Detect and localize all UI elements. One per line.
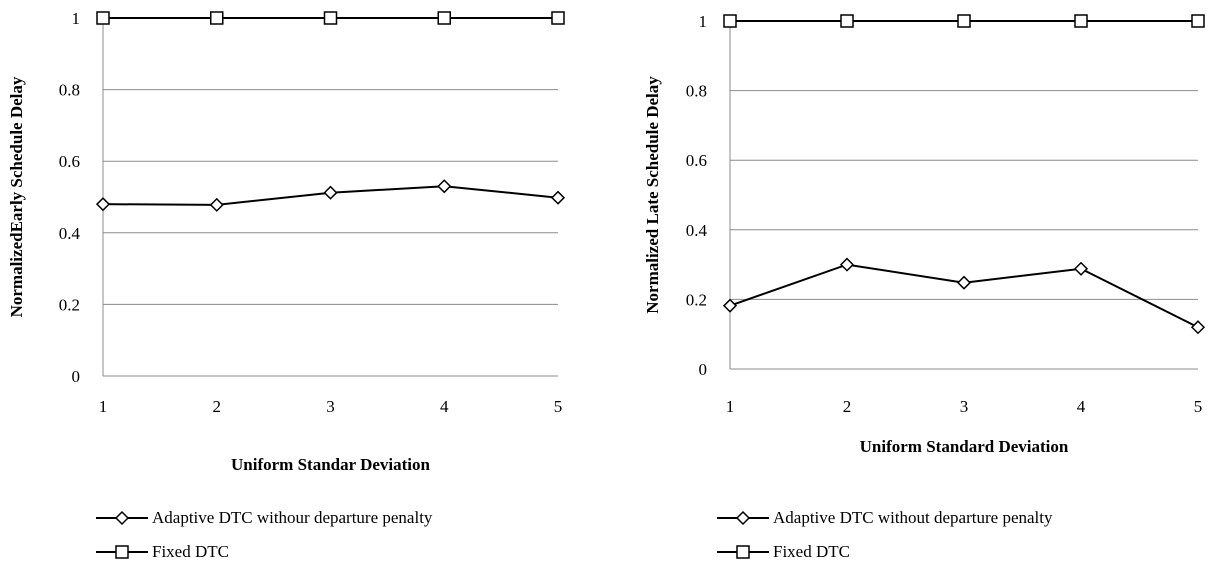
data-point-diamond (437, 179, 452, 194)
legend-item-fixed: Fixed DTC (715, 539, 850, 565)
series-line (729, 263, 1199, 329)
y-tick-label: 0.4 (59, 224, 81, 243)
legend-diamond-line-icon (717, 510, 769, 526)
y-tick-label: 0.8 (686, 82, 707, 101)
chart-late-schedule-delay: 0 0.2 0.4 0.6 0.8 1 1 2 3 4 5 Uniform Standard Devi… (643, 12, 1206, 456)
legend-item-fixed: Fixed DTC (94, 539, 229, 565)
y-tick-label: 0.6 (686, 151, 707, 170)
legend-item-adaptive: Adaptive DTC without departure penalty (715, 505, 1052, 531)
x-tick-label: 2 (213, 397, 222, 416)
legend-label: Adaptive DTC without departure penalty (773, 508, 1053, 527)
data-point-square (1074, 14, 1088, 28)
x-tick-label: 5 (554, 397, 563, 416)
data-point-square (840, 14, 854, 28)
legend-label: Adaptive DTC withour departure penalty (152, 508, 433, 527)
y-axis-title: NormalizedEarly Schedule Delay (7, 76, 26, 317)
data-point-diamond (95, 197, 111, 212)
data-point-square (551, 11, 565, 25)
data-point-diamond (209, 197, 224, 212)
data-point-square (323, 11, 338, 25)
legend-label: Fixed DTC (152, 542, 229, 561)
data-point-square (957, 14, 971, 28)
y-axis-title: Normalized Late Schedule Delay (643, 76, 662, 314)
legend-label: Fixed DTC (773, 542, 850, 561)
data-point-diamond (722, 298, 738, 313)
chart-early-schedule-delay: 0 0.2 0.4 0.6 0.8 1 1 2 3 4 5 Uniform Standar Devia… (7, 9, 566, 474)
chart-panel-left: 0 0.2 0.4 0.6 0.8 1 1 2 3 4 5 Uniform Standar Devia… (0, 0, 600, 572)
x-tick-label: 5 (1194, 397, 1203, 416)
y-tick-label: 0.4 (686, 221, 708, 240)
y-tick-label: 0.2 (686, 290, 707, 309)
chart-panel-right: 0 0.2 0.4 0.6 0.8 1 1 2 3 4 5 Uniform Standard Devi… (615, 0, 1215, 572)
y-tick-label: 1 (699, 12, 708, 31)
x-tick-label: 3 (960, 397, 969, 416)
data-point-square (96, 11, 110, 25)
data-point-diamond (550, 190, 566, 205)
data-point-square (437, 11, 451, 25)
legend-square-line-icon (717, 545, 769, 559)
data-point-diamond (956, 275, 972, 290)
data-point-square (210, 11, 224, 25)
legend-diamond-line-icon (96, 510, 148, 526)
legend-square-line-icon (96, 545, 148, 559)
y-tick-label: 0.6 (59, 152, 80, 171)
data-point-diamond (839, 257, 855, 272)
x-tick-label: 3 (326, 397, 335, 416)
x-tick-label: 1 (99, 397, 108, 416)
y-tick-label: 0.8 (59, 81, 80, 100)
y-tick-label: 0 (699, 360, 708, 379)
x-axis-title: Uniform Standar Deviation (231, 455, 431, 474)
y-tick-label: 0 (72, 367, 81, 386)
x-tick-label: 2 (843, 397, 852, 416)
data-point-diamond (1073, 261, 1089, 276)
x-tick-label: 4 (440, 397, 449, 416)
y-tick-label: 0.2 (59, 295, 80, 314)
legend-item-adaptive: Adaptive DTC withour departure penalty (94, 505, 432, 531)
data-point-square (723, 14, 737, 28)
y-tick-label: 1 (72, 9, 81, 28)
data-point-square (1191, 14, 1205, 28)
data-point-diamond (323, 185, 338, 200)
x-axis-title: Uniform Standard Deviation (860, 437, 1069, 456)
x-tick-label: 1 (726, 397, 735, 416)
data-point-diamond (1190, 320, 1206, 335)
x-tick-label: 4 (1077, 397, 1086, 416)
